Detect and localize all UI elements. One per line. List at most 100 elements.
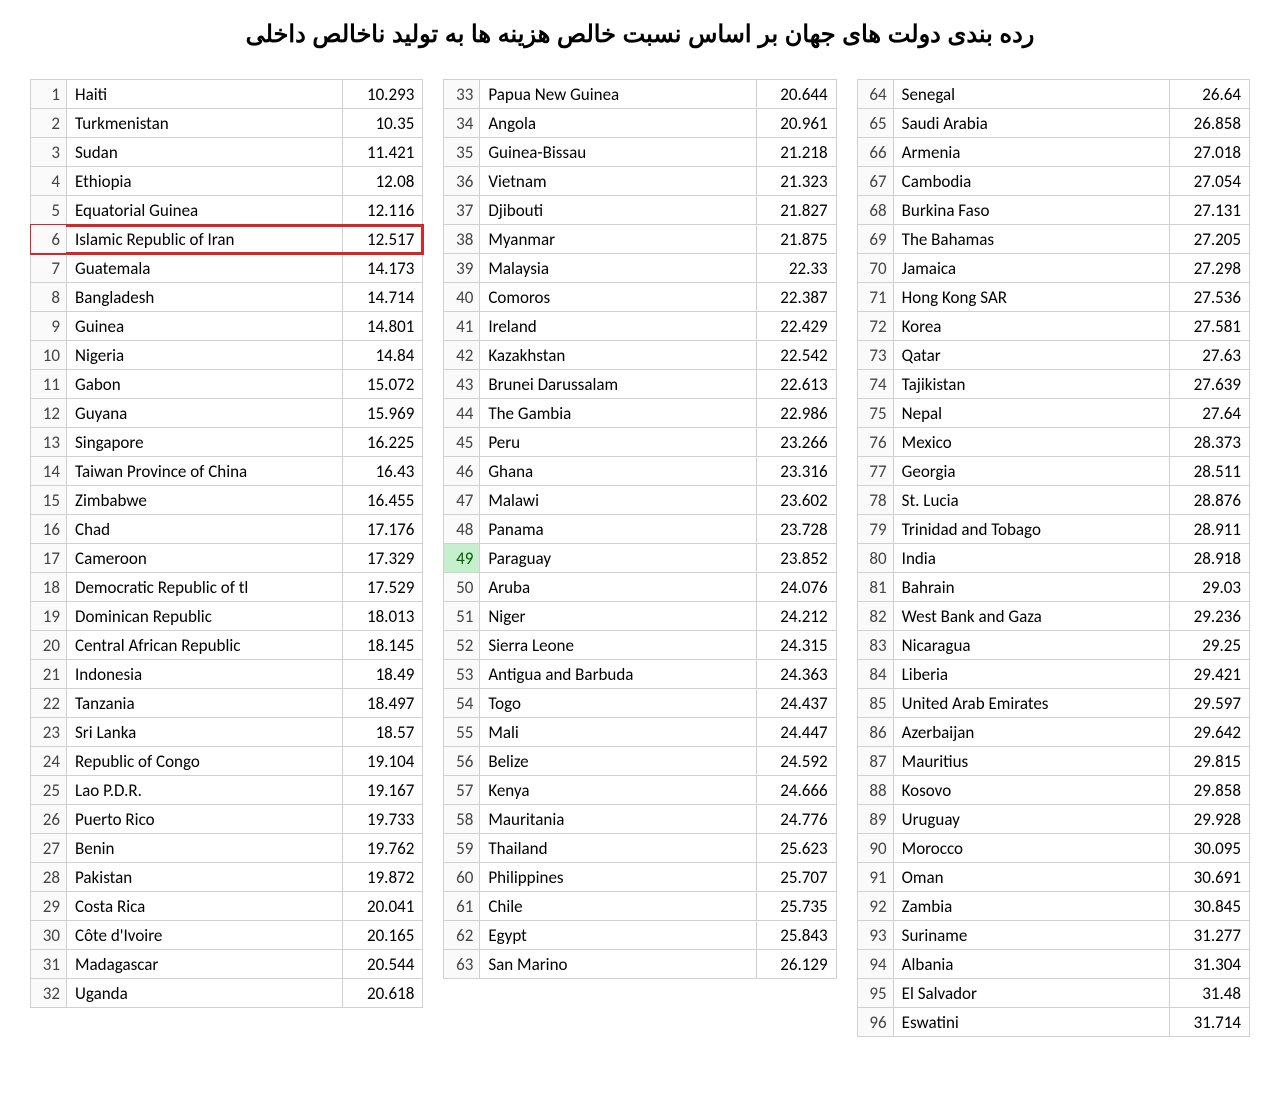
value-cell: 23.316	[756, 457, 836, 486]
rank-cell: 1	[31, 80, 67, 109]
table-row: 50Aruba24.076	[444, 573, 836, 602]
table-row: 19Dominican Republic18.013	[31, 602, 423, 631]
country-cell: United Arab Emirates	[893, 689, 1169, 718]
country-cell: Madagascar	[67, 950, 343, 979]
rank-cell: 86	[857, 718, 893, 747]
rank-cell: 40	[444, 283, 480, 312]
value-cell: 31.714	[1169, 1008, 1249, 1037]
country-cell: Togo	[480, 689, 756, 718]
country-cell: Saudi Arabia	[893, 109, 1169, 138]
rank-cell: 25	[31, 776, 67, 805]
rank-cell: 60	[444, 863, 480, 892]
table-row: 33Papua New Guinea20.644	[444, 80, 836, 109]
value-cell: 27.536	[1169, 283, 1249, 312]
country-cell: Brunei Darussalam	[480, 370, 756, 399]
rank-cell: 24	[31, 747, 67, 776]
table-row: 32Uganda20.618	[31, 979, 423, 1008]
country-cell: Myanmar	[480, 225, 756, 254]
country-cell: Papua New Guinea	[480, 80, 756, 109]
country-cell: Haiti	[67, 80, 343, 109]
table-row: 86Azerbaijan29.642	[857, 718, 1249, 747]
rank-cell: 36	[444, 167, 480, 196]
value-cell: 10.293	[343, 80, 423, 109]
country-cell: Armenia	[893, 138, 1169, 167]
value-cell: 19.167	[343, 776, 423, 805]
value-cell: 31.304	[1169, 950, 1249, 979]
rank-cell: 55	[444, 718, 480, 747]
rank-cell: 68	[857, 196, 893, 225]
value-cell: 18.013	[343, 602, 423, 631]
value-cell: 24.076	[756, 573, 836, 602]
table-row: 52Sierra Leone24.315	[444, 631, 836, 660]
country-cell: Burkina Faso	[893, 196, 1169, 225]
table-row: 73Qatar27.63	[857, 341, 1249, 370]
country-cell: Malawi	[480, 486, 756, 515]
table-row: 37Djibouti21.827	[444, 196, 836, 225]
rank-cell: 28	[31, 863, 67, 892]
value-cell: 15.969	[343, 399, 423, 428]
country-cell: Thailand	[480, 834, 756, 863]
table-row: 35Guinea-Bissau21.218	[444, 138, 836, 167]
table-row: 76Mexico28.373	[857, 428, 1249, 457]
column-2: 33Papua New Guinea20.64434Angola20.96135…	[443, 79, 836, 1037]
country-cell: Sudan	[67, 138, 343, 167]
table-row: 79Trinidad and Tobago28.911	[857, 515, 1249, 544]
country-cell: Kosovo	[893, 776, 1169, 805]
country-cell: Albania	[893, 950, 1169, 979]
rank-cell: 11	[31, 370, 67, 399]
rank-cell: 52	[444, 631, 480, 660]
value-cell: 21.875	[756, 225, 836, 254]
value-cell: 27.581	[1169, 312, 1249, 341]
table-row: 2Turkmenistan10.35	[31, 109, 423, 138]
table-row: 5Equatorial Guinea12.116	[31, 196, 423, 225]
table-row: 13Singapore16.225	[31, 428, 423, 457]
country-cell: Korea	[893, 312, 1169, 341]
table-row: 67Cambodia27.054	[857, 167, 1249, 196]
rank-cell: 16	[31, 515, 67, 544]
value-cell: 21.827	[756, 196, 836, 225]
country-cell: Bahrain	[893, 573, 1169, 602]
country-cell: Ireland	[480, 312, 756, 341]
rank-cell: 69	[857, 225, 893, 254]
table-row: 83Nicaragua29.25	[857, 631, 1249, 660]
table-row: 51Niger24.212	[444, 602, 836, 631]
rank-cell: 92	[857, 892, 893, 921]
rank-cell: 72	[857, 312, 893, 341]
rank-cell: 9	[31, 312, 67, 341]
page-title: رده بندی دولت های جهان بر اساس نسبت خالص…	[30, 20, 1250, 49]
table-row: 69The Bahamas27.205	[857, 225, 1249, 254]
country-cell: Uganda	[67, 979, 343, 1008]
country-cell: Indonesia	[67, 660, 343, 689]
value-cell: 24.437	[756, 689, 836, 718]
value-cell: 18.497	[343, 689, 423, 718]
value-cell: 20.644	[756, 80, 836, 109]
country-cell: Nepal	[893, 399, 1169, 428]
country-cell: Dominican Republic	[67, 602, 343, 631]
country-cell: Côte d'Ivoire	[67, 921, 343, 950]
country-cell: Qatar	[893, 341, 1169, 370]
table-row: 90Morocco30.095	[857, 834, 1249, 863]
table-row: 49Paraguay23.852	[444, 544, 836, 573]
value-cell: 20.041	[343, 892, 423, 921]
table-row: 47Malawi23.602	[444, 486, 836, 515]
rank-cell: 62	[444, 921, 480, 950]
table-row: 31Madagascar20.544	[31, 950, 423, 979]
rank-cell: 82	[857, 602, 893, 631]
value-cell: 14.173	[343, 254, 423, 283]
country-cell: Peru	[480, 428, 756, 457]
table-row: 96Eswatini31.714	[857, 1008, 1249, 1037]
rank-cell: 63	[444, 950, 480, 979]
country-cell: Nigeria	[67, 341, 343, 370]
country-cell: Panama	[480, 515, 756, 544]
country-cell: Zambia	[893, 892, 1169, 921]
country-cell: Turkmenistan	[67, 109, 343, 138]
rank-cell: 43	[444, 370, 480, 399]
table-row: 77Georgia28.511	[857, 457, 1249, 486]
value-cell: 29.642	[1169, 718, 1249, 747]
rank-cell: 2	[31, 109, 67, 138]
country-cell: El Salvador	[893, 979, 1169, 1008]
value-cell: 21.218	[756, 138, 836, 167]
country-cell: Sierra Leone	[480, 631, 756, 660]
value-cell: 26.129	[756, 950, 836, 979]
country-cell: Puerto Rico	[67, 805, 343, 834]
